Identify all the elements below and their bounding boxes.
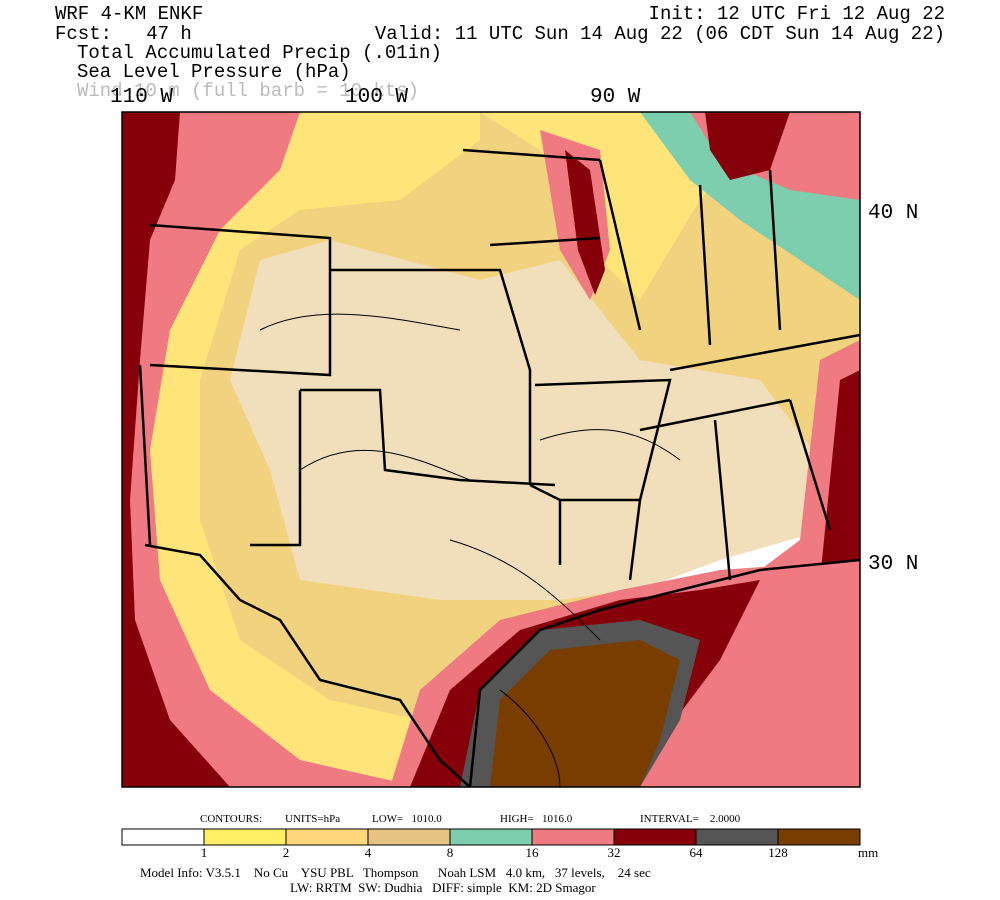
colorbar-tick-label: 64 [690, 845, 704, 860]
colorbar-swatch [531, 828, 615, 846]
colorbar-swatch [203, 828, 287, 846]
field-name: Wind 10 m (full barb = 10 kts) [77, 80, 419, 102]
colorbar-tick-label: 2 [283, 845, 290, 860]
colorbar-swatch [285, 828, 369, 846]
colorbar-swatch [695, 828, 779, 846]
colorbar-unit: mm [858, 845, 878, 860]
colorbar-swatch [449, 828, 533, 846]
model-name: WRF 4-KM ENKF [55, 3, 203, 25]
valid-time: Valid: 11 UTC Sun 14 Aug 22 (06 CDT Sun … [375, 23, 945, 45]
init-time: Init: 12 UTC Fri 12 Aug 22 [649, 3, 945, 25]
contour-high: HIGH= 1016.0 [500, 813, 573, 825]
colorbar-tick-label: 8 [447, 845, 454, 860]
lon-label: 100 W [345, 86, 408, 109]
contour-label: CONTOURS: [200, 813, 262, 825]
contour-low: LOW= 1010.0 [372, 813, 442, 825]
map [121, 111, 861, 788]
colorbar-tick-label: 1 [201, 845, 208, 860]
lon-label: 90 W [590, 86, 641, 109]
colorbar-tick-label: 32 [608, 845, 621, 860]
colorbar: 1 2 4 8 16 32 64 128 [121, 828, 861, 860]
colorbar-tick-label: 128 [768, 845, 788, 860]
lat-label: 40 N [868, 202, 918, 225]
colorbar-swatch [121, 828, 205, 846]
forecast-hour: Fcst: 47 h [55, 23, 192, 45]
contour-units: UNITS=hPa [285, 813, 340, 825]
lon-label: 110 W [110, 86, 173, 109]
field-name: Sea Level Pressure (hPa) [77, 61, 351, 83]
lat-label: 30 N [868, 553, 918, 576]
colorbar-swatch [613, 828, 697, 846]
footer-line: LW: RRTM SW: Dudhia DIFF: simple KM: 2D … [290, 880, 596, 895]
colorbar-swatch [777, 828, 861, 846]
colorbar-swatch [367, 828, 451, 846]
colorbar-tick-label: 16 [526, 845, 540, 860]
footer-line: Model Info: V3.5.1 No Cu YSU PBL Thompso… [140, 865, 651, 880]
field-name: Total Accumulated Precip (.01in) [77, 42, 442, 64]
contour-interval: INTERVAL= 2.0000 [640, 813, 741, 825]
colorbar-tick-label: 4 [365, 845, 372, 860]
